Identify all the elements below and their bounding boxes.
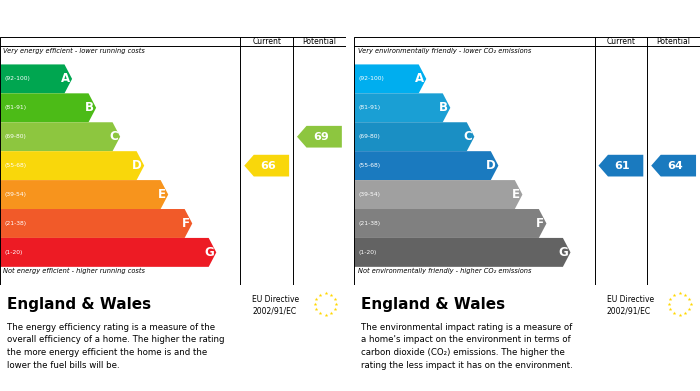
Text: F: F xyxy=(536,217,544,230)
Text: Potential: Potential xyxy=(302,37,337,46)
Text: Not energy efficient - higher running costs: Not energy efficient - higher running co… xyxy=(4,268,146,274)
Text: A: A xyxy=(415,72,424,85)
Text: England & Wales: England & Wales xyxy=(7,296,151,312)
Text: G: G xyxy=(559,246,568,259)
Text: (92-100): (92-100) xyxy=(358,76,384,81)
Text: EU Directive: EU Directive xyxy=(253,295,300,304)
Polygon shape xyxy=(0,65,72,93)
Text: B: B xyxy=(85,101,94,114)
Text: (21-38): (21-38) xyxy=(4,221,27,226)
Text: A: A xyxy=(61,72,70,85)
Text: Energy Efficiency Rating: Energy Efficiency Rating xyxy=(5,12,167,25)
Polygon shape xyxy=(0,151,144,180)
Text: 69: 69 xyxy=(313,132,329,142)
Text: (1-20): (1-20) xyxy=(4,250,22,255)
Text: Potential: Potential xyxy=(657,37,691,46)
Text: Current: Current xyxy=(606,37,636,46)
Text: (55-68): (55-68) xyxy=(358,163,381,168)
Polygon shape xyxy=(0,180,168,209)
Text: (92-100): (92-100) xyxy=(4,76,30,81)
Text: Not environmentally friendly - higher CO₂ emissions: Not environmentally friendly - higher CO… xyxy=(358,268,531,274)
Text: (81-91): (81-91) xyxy=(4,105,27,110)
Text: E: E xyxy=(158,188,166,201)
Text: 2002/91/EC: 2002/91/EC xyxy=(607,306,651,315)
Text: (69-80): (69-80) xyxy=(4,134,26,139)
Text: 64: 64 xyxy=(667,161,683,170)
Polygon shape xyxy=(354,93,450,122)
Polygon shape xyxy=(244,155,289,176)
Text: G: G xyxy=(204,246,214,259)
Polygon shape xyxy=(354,180,522,209)
Text: (39-54): (39-54) xyxy=(358,192,380,197)
Text: F: F xyxy=(182,217,190,230)
Polygon shape xyxy=(598,155,643,176)
Text: 61: 61 xyxy=(615,161,630,170)
Text: Current: Current xyxy=(252,37,281,46)
Text: D: D xyxy=(486,159,496,172)
Text: D: D xyxy=(132,159,142,172)
Polygon shape xyxy=(354,238,570,267)
Polygon shape xyxy=(354,65,426,93)
Polygon shape xyxy=(354,209,547,238)
Text: Environmental Impact (CO₂) Rating: Environmental Impact (CO₂) Rating xyxy=(359,12,592,25)
Text: Very environmentally friendly - lower CO₂ emissions: Very environmentally friendly - lower CO… xyxy=(358,48,531,54)
Text: The energy efficiency rating is a measure of the
overall efficiency of a home. T: The energy efficiency rating is a measur… xyxy=(7,323,225,370)
Text: C: C xyxy=(463,130,472,143)
Text: 2002/91/EC: 2002/91/EC xyxy=(253,306,297,315)
Polygon shape xyxy=(0,93,96,122)
Polygon shape xyxy=(354,122,475,151)
Text: (55-68): (55-68) xyxy=(4,163,27,168)
Polygon shape xyxy=(354,151,498,180)
Text: (69-80): (69-80) xyxy=(358,134,380,139)
Text: 66: 66 xyxy=(260,161,276,170)
Polygon shape xyxy=(0,238,216,267)
Text: C: C xyxy=(109,130,118,143)
Polygon shape xyxy=(0,209,193,238)
Text: (81-91): (81-91) xyxy=(358,105,381,110)
Text: E: E xyxy=(512,188,520,201)
Polygon shape xyxy=(297,126,342,147)
Text: (39-54): (39-54) xyxy=(4,192,26,197)
Text: (1-20): (1-20) xyxy=(358,250,377,255)
Text: B: B xyxy=(439,101,448,114)
Text: Very energy efficient - lower running costs: Very energy efficient - lower running co… xyxy=(4,48,146,54)
Polygon shape xyxy=(651,155,696,176)
Text: The environmental impact rating is a measure of
a home's impact on the environme: The environmental impact rating is a mea… xyxy=(361,323,573,370)
Text: England & Wales: England & Wales xyxy=(361,296,505,312)
Polygon shape xyxy=(0,122,120,151)
Text: EU Directive: EU Directive xyxy=(607,295,654,304)
Text: (21-38): (21-38) xyxy=(358,221,381,226)
